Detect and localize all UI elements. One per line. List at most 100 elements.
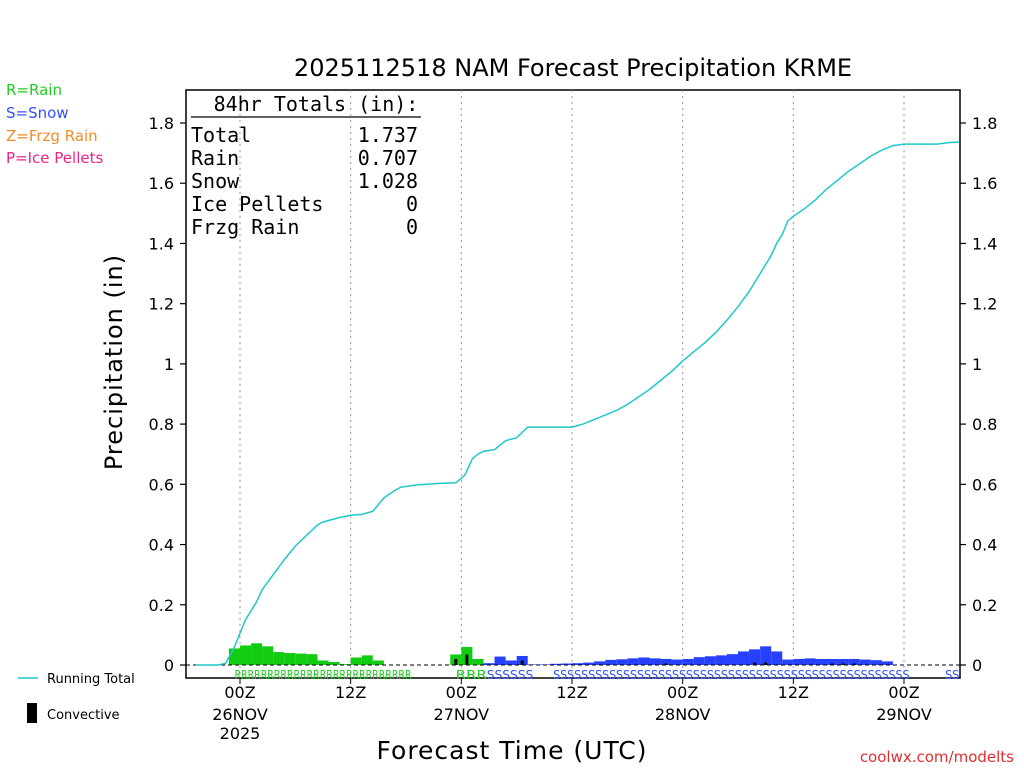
totals-snow-label: Snow: [191, 169, 240, 193]
snow-bar-2: [505, 660, 517, 665]
totals-frzg-rain-label: Frzg Rain: [191, 215, 299, 239]
rain-bar-12: [361, 655, 373, 665]
convective-bar-3: [664, 663, 668, 665]
snow-bar-4: [527, 664, 539, 665]
y-axis-title: Precipitation (in): [100, 254, 128, 470]
totals-total-label: Total: [191, 123, 251, 147]
y-tick-label-left-1: 0.2: [149, 596, 174, 615]
rain-bar-9: [328, 661, 340, 665]
x-tick-label-6: 00Z: [888, 683, 919, 702]
snow-bar-12: [616, 659, 628, 665]
y-tick-label-left-4: 0.8: [149, 415, 174, 434]
rain-bar-3: [262, 646, 274, 665]
x-tick-year-0: 2025: [220, 724, 261, 743]
rain-bar-4: [273, 652, 285, 665]
totals-header: 84hr Totals (in):: [214, 92, 419, 116]
x-tick-date-4: 28NOV: [655, 705, 711, 724]
snow-bar-29: [804, 658, 816, 665]
convective-legend-label: Convective: [47, 708, 120, 723]
legend-snow: S=Snow: [6, 104, 69, 122]
y-tick-label-right-3: 0.6: [972, 475, 997, 494]
y-tick-label-right-0: 0: [972, 656, 982, 675]
snow-bar-15: [649, 658, 661, 665]
x-tick-label-3: 12Z: [556, 683, 587, 702]
x-axis-title: Forecast Time (UTC): [377, 736, 648, 765]
convective-legend-swatch: [27, 703, 37, 723]
snow-bar-33: [848, 658, 860, 665]
legend-rain: R=Rain: [6, 81, 62, 99]
convective-bar-6: [830, 663, 834, 665]
rain-bar-6: [295, 653, 307, 665]
y-tick-label-right-2: 0.4: [972, 536, 997, 555]
snow-bar-22: [726, 654, 738, 665]
snow-bar-6: [549, 663, 561, 665]
snow-bar-35: [870, 660, 882, 665]
y-tick-label-left-2: 0.4: [149, 536, 174, 555]
snow-bar-32: [837, 658, 849, 665]
site-credit: coolwx.com/modelts: [860, 748, 1014, 766]
snow-bar-19: [693, 657, 705, 665]
totals-ice-pellets-value: 0: [406, 192, 418, 216]
rain-bar-10: [339, 664, 351, 665]
legend-frzg-rain: Z=Frzg Rain: [6, 127, 98, 145]
x-tick-date-2: 27NOV: [434, 705, 490, 724]
y-tick-label-left-6: 1.2: [149, 295, 174, 314]
x-tick-date-6: 29NOV: [876, 705, 932, 724]
y-tick-label-left-5: 1: [164, 355, 174, 374]
rain-bar-1: [240, 645, 252, 665]
rain-bar-13: [372, 660, 384, 665]
x-tick-label-4: 00Z: [667, 683, 698, 702]
precip-type-strip-2: SSSSSS: [487, 668, 533, 682]
x-tick-date-0: 26NOV: [212, 705, 268, 724]
y-tick-label-right-7: 1.4: [972, 234, 997, 253]
snow-bar-1: [494, 656, 506, 665]
snow-bar-9: [583, 662, 595, 665]
convective-bar-0: [454, 658, 458, 665]
snow-bar-26: [771, 651, 783, 665]
snow-bar-34: [859, 659, 871, 665]
rain-bar-7: [306, 654, 318, 665]
x-tick-label-2: 00Z: [446, 683, 477, 702]
x-tick-label-1: 12Z: [335, 683, 366, 702]
y-tick-label-left-9: 1.8: [149, 114, 174, 133]
totals-snow-value: 1.028: [358, 169, 418, 193]
y-tick-label-left-3: 0.6: [149, 475, 174, 494]
rain-bar-5: [284, 652, 296, 665]
convective-bar-2: [520, 660, 524, 665]
snow-bar-27: [782, 659, 794, 665]
snow-bar-30: [815, 658, 827, 665]
precip-type-strip-4: SS: [945, 668, 959, 682]
y-tick-label-left-7: 1.4: [149, 234, 174, 253]
snow-bar-8: [572, 663, 584, 665]
snow-bar-16: [660, 658, 672, 665]
snow-bar-25: [760, 646, 772, 665]
running-total-legend-label: Running Total: [47, 672, 135, 687]
snow-bar-13: [627, 658, 639, 665]
snow-bar-36: [881, 661, 893, 665]
rain-bar-2: [251, 643, 263, 665]
precip-type-strip-0: RRRRRRRRRRRRRRRRRRRRRRRRRRR: [234, 668, 411, 682]
chart-title: 2025112518 NAM Forecast Precipitation KR…: [294, 54, 852, 82]
convective-bar-1: [465, 654, 469, 665]
rain-bar-8: [317, 660, 329, 665]
rain-bar-11: [350, 657, 362, 665]
precip-type-strip-1: RRR: [456, 668, 487, 682]
y-tick-label-left-8: 1.6: [149, 174, 174, 193]
snow-bar-18: [682, 658, 694, 665]
snow-bar-10: [594, 661, 606, 665]
rain-bar-16: [472, 658, 484, 665]
plot-frame: [185, 89, 961, 679]
snow-bar-7: [560, 663, 572, 665]
x-tick-label-5: 12Z: [778, 683, 809, 702]
totals-box: 84hr Totals (in): Total 1.737 Rain 0.707…: [191, 92, 421, 239]
snow-bar-31: [826, 658, 838, 665]
y-tick-label-left-0: 0: [164, 656, 174, 675]
snow-bar-0: [483, 663, 495, 665]
totals-rain-label: Rain: [191, 146, 239, 170]
convective-bar-7: [841, 663, 845, 665]
snow-bar-11: [605, 659, 617, 665]
precip-type-strip: RRRRRRRRRRRRRRRRRRRRRRRRRRR RRR SSSSSS SSSS…: [234, 668, 959, 682]
running-total-line: [195, 141, 960, 666]
totals-rain-value: 0.707: [358, 146, 418, 170]
